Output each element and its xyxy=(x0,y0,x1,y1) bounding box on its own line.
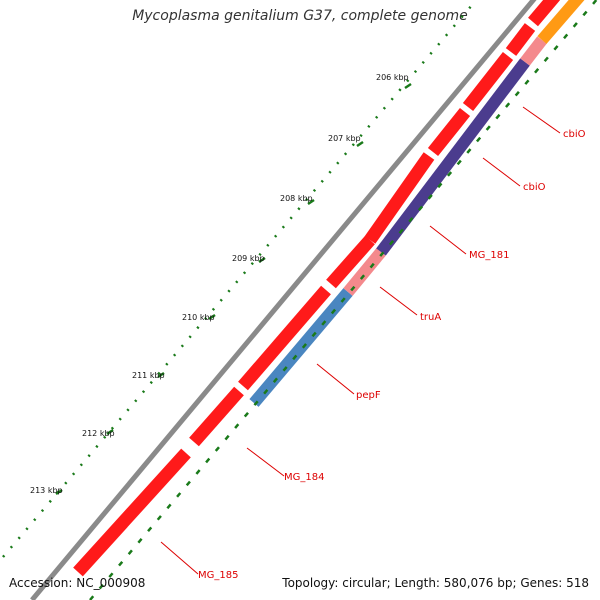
gene-labels: cbiO cbiO MG_181 truA pepF MG_184 MG_185 xyxy=(198,129,586,581)
gene-label-MG_185: MG_185 xyxy=(198,570,238,581)
gene-label-truA: truA xyxy=(420,312,441,323)
forward-strand-genes xyxy=(73,0,560,577)
gene-leader-lines xyxy=(160,106,561,575)
kbp-labels: 206 kbp 207 kbp 208 kbp 209 kbp 210 kbp … xyxy=(30,73,409,495)
reverse-strand-genes xyxy=(249,0,585,407)
kbp-label: 206 kbp xyxy=(376,73,409,82)
gene-forward xyxy=(238,285,331,391)
gene-label-MG_181: MG_181 xyxy=(469,250,509,261)
kbp-label: 212 kbp xyxy=(82,429,115,438)
leader-line xyxy=(482,157,521,187)
kbp-tick xyxy=(307,198,315,206)
gene-forward xyxy=(326,235,375,289)
gene-forward xyxy=(505,23,536,56)
gene-reverse-pink xyxy=(520,36,547,66)
gene-forward xyxy=(462,51,514,112)
kbp-tick xyxy=(208,313,216,321)
gene-label-MG_184: MG_184 xyxy=(284,472,324,483)
gene-forward xyxy=(364,152,435,244)
gene-label-pepF: pepF xyxy=(356,390,381,401)
genome-backbone xyxy=(30,0,537,600)
gene-label-cbiO: cbiO xyxy=(563,129,586,140)
kbp-tick xyxy=(356,140,364,148)
gene-reverse-purple xyxy=(376,58,530,256)
kbp-label: 213 kbp xyxy=(30,486,63,495)
kbp-tick-marks xyxy=(55,82,412,496)
leader-line xyxy=(379,286,418,316)
leader-line xyxy=(246,447,285,477)
leader-line xyxy=(522,106,561,134)
kbp-label: 208 kbp xyxy=(280,194,313,203)
kbp-label: 207 kbp xyxy=(328,134,361,143)
kbp-tick xyxy=(157,371,165,379)
outer-tick-track xyxy=(2,0,478,558)
gene-reverse-orange xyxy=(537,0,585,44)
gene-label-cbiO: cbiO xyxy=(523,182,546,193)
kbp-label: 210 kbp xyxy=(182,313,215,322)
gene-reverse-blue xyxy=(249,288,353,407)
kbp-label: 211 kbp xyxy=(132,371,165,380)
kbp-tick xyxy=(106,428,114,436)
map-title: Mycoplasma genitalium G37, complete geno… xyxy=(132,8,468,24)
gene-forward xyxy=(427,107,471,157)
gene-reverse-pink xyxy=(343,248,386,296)
accession-text: Accession: NC_000908 xyxy=(9,576,146,590)
leader-line xyxy=(316,363,355,395)
kbp-label: 209 kbp xyxy=(232,254,265,263)
gene-forward xyxy=(189,386,244,447)
leader-line xyxy=(160,541,199,575)
genome-summary-text: Topology: circular; Length: 580,076 bp; … xyxy=(282,576,589,590)
leader-line xyxy=(429,225,467,255)
inner-tick-track xyxy=(89,0,598,600)
kbp-tick xyxy=(258,256,266,264)
kbp-tick xyxy=(55,488,63,496)
kbp-tick xyxy=(404,82,412,90)
gene-forward xyxy=(73,448,191,577)
gene-forward xyxy=(528,0,560,27)
